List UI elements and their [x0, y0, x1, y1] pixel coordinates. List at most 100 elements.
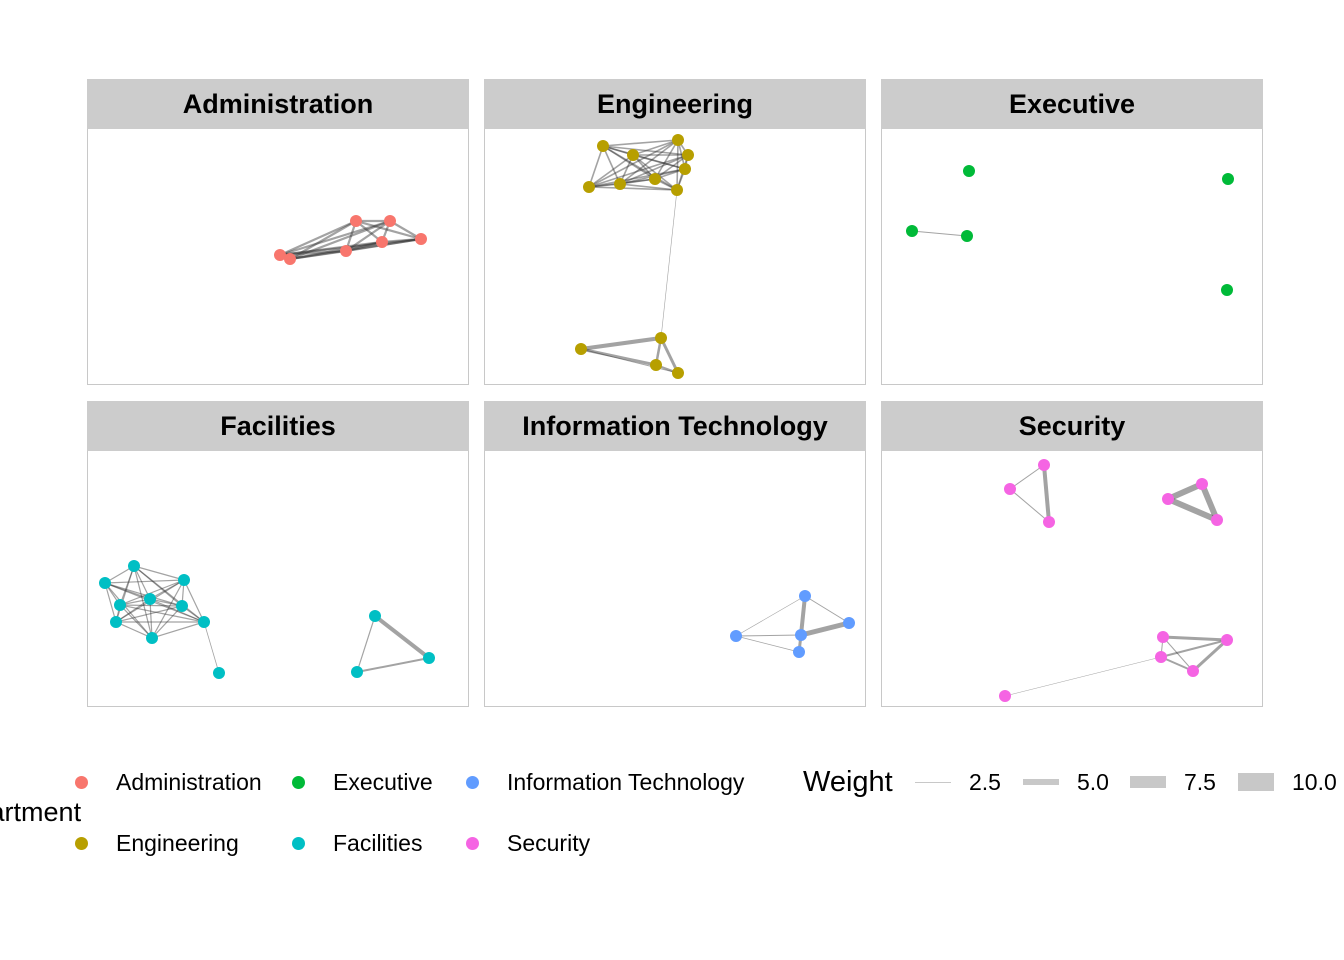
legend-label: Information Technology: [507, 768, 745, 795]
facet-strip: Information Technology: [484, 401, 866, 451]
network-edge: [104, 582, 153, 639]
facet-panel-information-technology: Information Technology: [484, 401, 866, 707]
network-edge: [632, 154, 686, 170]
network-edge: [619, 183, 678, 191]
network-node: [1196, 478, 1208, 490]
network-edge: [804, 595, 850, 624]
network-edge: [588, 154, 689, 188]
network-edge: [1009, 464, 1045, 490]
network-edge: [619, 139, 679, 185]
legend-title-weight: Weight: [803, 766, 893, 798]
facet-strip: Engineering: [484, 79, 866, 129]
network-edge: [289, 240, 383, 261]
weight-key: [1238, 773, 1274, 791]
facet-strip: Security: [881, 401, 1263, 451]
facet-strip: Facilities: [87, 401, 469, 451]
network-plot-area: [87, 129, 469, 385]
network-edge: [800, 620, 850, 638]
network-node: [1221, 634, 1233, 646]
network-node: [176, 600, 188, 612]
network-node: [614, 178, 626, 190]
network-edge: [588, 154, 634, 188]
weight-legend-item: 5.0: [1023, 767, 1109, 797]
network-edge: [660, 189, 678, 339]
network-node: [795, 629, 807, 641]
network-node: [1221, 284, 1233, 296]
weight-swatch: [915, 781, 951, 783]
network-node: [963, 165, 975, 177]
network-node: [350, 215, 362, 227]
network-node: [655, 332, 667, 344]
network-edge: [735, 634, 802, 637]
network-edge: [654, 139, 679, 180]
network-node: [369, 610, 381, 622]
network-edge: [289, 220, 357, 260]
facet-title: Information Technology: [522, 410, 828, 441]
network-edge: [289, 237, 422, 261]
legend-item-security: Security: [466, 828, 590, 858]
network-edge: [735, 635, 800, 653]
network-node: [597, 140, 609, 152]
network-node: [114, 599, 126, 611]
network-edge: [1004, 656, 1162, 697]
network-edge: [149, 598, 153, 639]
network-node: [649, 173, 661, 185]
network-edge: [104, 582, 151, 600]
network-node: [1162, 493, 1174, 505]
legend-item-facilities: Facilities: [292, 828, 422, 858]
network-plot-area: [87, 451, 469, 707]
facet-title: Security: [1018, 410, 1126, 441]
legend-dot: [292, 836, 305, 850]
network-node: [351, 666, 363, 678]
facet-title: Administration: [182, 88, 374, 119]
weight-key: [1130, 776, 1166, 788]
network-edge: [735, 595, 806, 637]
network-graph-information-technology: [730, 590, 855, 658]
network-node: [128, 560, 140, 572]
network-edge: [356, 657, 430, 673]
network-node: [730, 630, 742, 642]
legend-item-information-technology: Information Technology: [466, 767, 744, 797]
legend-title-department: Department: [0, 797, 82, 827]
legend-dot: [466, 775, 479, 789]
network-plot-area: [484, 129, 866, 385]
network-plot-area: [881, 451, 1263, 707]
legend-item-engineering: Engineering: [75, 828, 239, 858]
network-edge: [1009, 488, 1050, 523]
network-node: [1211, 514, 1223, 526]
legend-dot: [75, 775, 88, 789]
network-node: [1004, 483, 1016, 495]
network-node: [384, 215, 396, 227]
network-graph-administration: [274, 215, 427, 265]
weight-swatch: [1023, 779, 1059, 785]
network-edge: [588, 145, 604, 188]
network-edge: [1166, 481, 1204, 502]
network-edge: [119, 604, 153, 639]
legend-item-executive: Executive: [292, 767, 433, 797]
network-edge: [203, 621, 220, 674]
network-edge: [119, 579, 185, 606]
network-node: [423, 652, 435, 664]
weight-legend-item: 2.5: [915, 767, 1001, 797]
network-node: [340, 245, 352, 257]
network-edge: [619, 154, 689, 185]
network-edge: [1166, 496, 1219, 523]
network-edge: [104, 582, 183, 607]
network-edge: [104, 579, 185, 584]
network-node: [376, 236, 388, 248]
weight-legend-item: 7.5: [1130, 767, 1216, 797]
network-node: [799, 590, 811, 602]
legend-label: Administration: [116, 768, 262, 795]
network-node: [627, 149, 639, 161]
network-plot-area: [484, 451, 866, 707]
network-node: [671, 184, 683, 196]
network-edge: [799, 595, 807, 636]
network-edge: [1191, 638, 1229, 673]
network-edge: [676, 139, 679, 191]
network-edge: [279, 219, 357, 257]
network-plot-area: [881, 129, 1263, 385]
network-edge: [133, 565, 185, 581]
network-node: [679, 163, 691, 175]
network-node: [1222, 173, 1234, 185]
network-edge: [133, 565, 151, 600]
